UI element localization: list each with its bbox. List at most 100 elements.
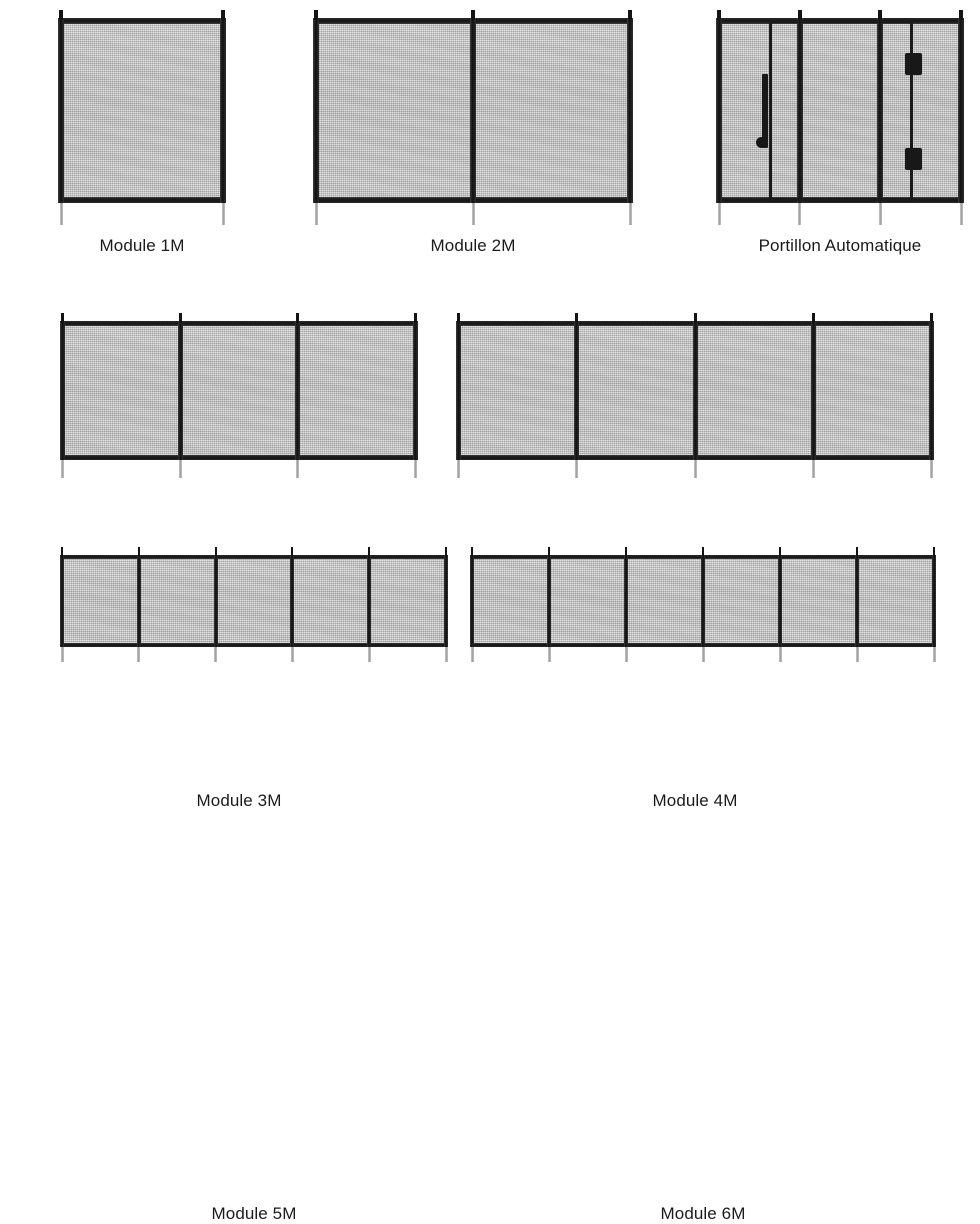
ground-spike xyxy=(547,647,551,662)
module-item-6m[interactable]: Module 6M xyxy=(470,547,936,1223)
fence-post xyxy=(958,18,964,203)
post-cap xyxy=(296,313,300,323)
fence-post xyxy=(177,321,183,460)
mesh-fabric xyxy=(62,326,416,455)
mesh-fabric xyxy=(62,559,446,643)
ground-spike xyxy=(701,647,705,662)
ground-spike xyxy=(296,460,300,478)
module-item-4m[interactable]: Module 4M xyxy=(456,313,934,810)
module-item-1m[interactable]: Module 1M xyxy=(58,10,226,260)
post-cap xyxy=(575,313,579,323)
post-cap xyxy=(471,10,475,20)
post-cap xyxy=(137,547,140,557)
gate-hinge xyxy=(905,53,923,76)
fence-module-diagram: Module 1M Module 2M Portillon Automatiqu… xyxy=(58,10,964,1223)
fence-gate-icon xyxy=(716,10,964,225)
fence-post xyxy=(778,555,782,647)
gate-latch-bar[interactable] xyxy=(762,73,769,148)
gate-latch-knob[interactable] xyxy=(756,137,768,149)
ground-spike xyxy=(367,647,371,662)
post-cap xyxy=(221,10,225,20)
post-cap xyxy=(314,10,318,20)
fence-post xyxy=(136,555,141,647)
module-caption: Module 1M xyxy=(99,236,185,255)
fence-post xyxy=(444,555,448,647)
fence-post xyxy=(220,18,226,203)
post-cap xyxy=(702,547,704,557)
post-cap xyxy=(291,547,294,557)
fence-post xyxy=(877,18,884,203)
fence-post xyxy=(456,321,461,460)
fence-post xyxy=(692,321,698,460)
mesh-fabric xyxy=(61,24,223,197)
post-cap xyxy=(628,10,632,20)
fence-post xyxy=(58,18,64,203)
module-item-2m[interactable]: Module 2M xyxy=(313,10,633,260)
bottom-rail xyxy=(60,643,448,647)
fence-post xyxy=(627,18,633,203)
module-caption: Module 4M xyxy=(652,791,738,810)
ground-spike xyxy=(137,647,141,662)
fence-post xyxy=(810,321,816,460)
ground-spike xyxy=(959,203,963,225)
fence-post xyxy=(295,321,301,460)
ground-spike xyxy=(624,647,628,662)
post-cap xyxy=(717,10,721,20)
post-cap xyxy=(59,10,63,20)
fence-post xyxy=(932,555,936,647)
post-cap xyxy=(856,547,858,557)
module-caption: Module 2M xyxy=(430,236,516,255)
module-item-portillon[interactable]: Portillon Automatique xyxy=(716,10,964,260)
fence-panel-icon xyxy=(58,10,226,225)
post-cap xyxy=(214,547,217,557)
fence-post xyxy=(701,555,705,647)
ground-spike xyxy=(930,460,933,478)
fence-post xyxy=(213,555,218,647)
ground-spike xyxy=(457,460,460,478)
fence-post xyxy=(60,555,64,647)
fence-post xyxy=(60,321,65,460)
ground-spike xyxy=(470,647,474,662)
post-cap xyxy=(930,313,933,323)
post-cap xyxy=(548,547,550,557)
fence-panel-icon xyxy=(60,313,418,478)
post-cap xyxy=(471,547,473,557)
module-caption: Portillon Automatique xyxy=(758,236,922,255)
post-cap xyxy=(61,313,64,323)
ground-spike xyxy=(221,203,225,225)
fence-post xyxy=(929,321,934,460)
fence-post xyxy=(574,321,580,460)
ground-spike xyxy=(778,647,782,662)
fence-post xyxy=(313,18,319,203)
ground-spike xyxy=(717,203,721,225)
ground-spike xyxy=(60,647,64,662)
ground-spike xyxy=(693,460,697,478)
fence-post xyxy=(796,18,803,203)
fence-post xyxy=(547,555,551,647)
fence-panel-icon xyxy=(60,547,448,662)
gate-leaf[interactable] xyxy=(769,20,914,201)
module-item-5m[interactable]: Module 5M xyxy=(60,547,448,1223)
post-cap xyxy=(933,547,935,557)
fence-post xyxy=(413,321,418,460)
ground-spike xyxy=(575,460,579,478)
post-cap xyxy=(811,313,815,323)
ground-spike xyxy=(314,203,318,225)
bottom-rail xyxy=(60,455,418,460)
fence-panel-icon xyxy=(470,547,936,662)
ground-spike xyxy=(444,647,448,662)
post-cap xyxy=(61,547,63,557)
ground-spike xyxy=(878,203,882,225)
post-cap xyxy=(693,313,697,323)
fence-post xyxy=(470,18,476,203)
ground-spike xyxy=(932,647,936,662)
module-item-3m[interactable]: Module 3M xyxy=(60,313,418,810)
ground-spike xyxy=(811,460,815,478)
ground-spike xyxy=(855,647,859,662)
ground-spike xyxy=(798,203,802,225)
post-cap xyxy=(414,313,417,323)
ground-spike xyxy=(414,460,417,478)
post-cap xyxy=(368,547,371,557)
ground-spike xyxy=(61,460,64,478)
top-rail xyxy=(58,18,226,24)
